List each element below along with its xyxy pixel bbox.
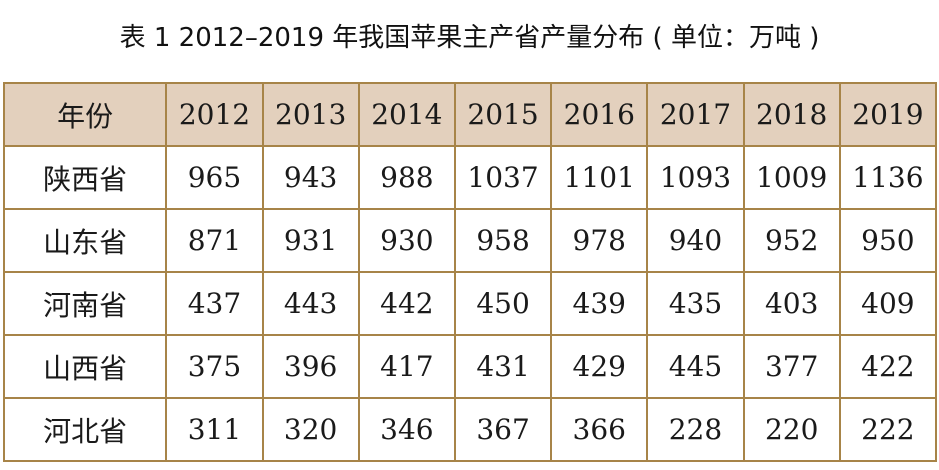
value-cell: 952 — [742, 208, 841, 273]
value-cell: 943 — [261, 145, 360, 210]
header-cell-year-label: 年份 — [2, 82, 168, 147]
value-cell: 1009 — [742, 145, 841, 210]
province-cell: 山西省 — [2, 334, 168, 399]
table-title: 表 1 2012–2019 年我国苹果主产省产量分布 ( 单位：万吨 ) — [119, 23, 820, 53]
value-cell: 958 — [453, 208, 553, 273]
value-cell: 940 — [646, 208, 745, 273]
value-cell: 950 — [838, 208, 938, 273]
value-cell: 396 — [261, 334, 360, 399]
header-cell-year: 2017 — [646, 82, 745, 147]
value-cell: 965 — [165, 145, 264, 210]
value-cell: 366 — [550, 397, 649, 462]
value-cell: 442 — [357, 271, 456, 336]
value-cell: 871 — [165, 208, 264, 273]
value-cell: 222 — [838, 397, 938, 462]
value-cell: 228 — [646, 397, 745, 462]
value-cell: 450 — [453, 271, 553, 336]
header-cell-year: 2016 — [550, 82, 649, 147]
value-cell: 377 — [742, 334, 841, 399]
header-cell-year: 2014 — [357, 82, 456, 147]
value-cell: 978 — [550, 208, 649, 273]
value-cell: 930 — [357, 208, 456, 273]
value-cell: 931 — [261, 208, 360, 273]
value-cell: 1093 — [646, 145, 745, 210]
value-cell: 437 — [165, 271, 264, 336]
value-cell: 403 — [742, 271, 841, 336]
value-cell: 367 — [453, 397, 553, 462]
value-cell: 320 — [261, 397, 360, 462]
header-cell-year: 2012 — [165, 82, 264, 147]
value-cell: 443 — [261, 271, 360, 336]
province-cell: 陕西省 — [2, 145, 168, 210]
value-cell: 988 — [357, 145, 456, 210]
value-cell: 1101 — [550, 145, 649, 210]
header-row: 年份 2012 2013 2014 2015 2016 2017 2018 20… — [2, 82, 938, 147]
value-cell: 311 — [165, 397, 264, 462]
value-cell: 422 — [838, 334, 938, 399]
value-cell: 375 — [165, 334, 264, 399]
value-cell: 1136 — [838, 145, 938, 210]
value-cell: 439 — [550, 271, 649, 336]
header-cell-year: 2015 — [453, 82, 553, 147]
value-cell: 435 — [646, 271, 745, 336]
province-cell: 河北省 — [2, 397, 168, 462]
value-cell: 1037 — [453, 145, 553, 210]
table-row: 山西省 375 396 417 431 429 445 377 422 — [2, 334, 938, 399]
table-row: 河北省 311 320 346 367 366 228 220 222 — [2, 397, 938, 462]
province-cell: 河南省 — [2, 271, 168, 336]
value-cell: 431 — [453, 334, 553, 399]
value-cell: 409 — [838, 271, 938, 336]
header-cell-year: 2018 — [742, 82, 841, 147]
value-cell: 220 — [742, 397, 841, 462]
value-cell: 417 — [357, 334, 456, 399]
value-cell: 445 — [646, 334, 745, 399]
table-row: 河南省 437 443 442 450 439 435 403 409 — [2, 271, 938, 336]
header-cell-year: 2013 — [261, 82, 360, 147]
province-cell: 山东省 — [2, 208, 168, 273]
value-cell: 429 — [550, 334, 649, 399]
header-cell-year: 2019 — [838, 82, 938, 147]
table-row: 陕西省 965 943 988 1037 1101 1093 1009 1136 — [2, 145, 938, 210]
apple-production-table: 年份 2012 2013 2014 2015 2016 2017 2018 20… — [2, 82, 938, 462]
value-cell: 346 — [357, 397, 456, 462]
table-row: 山东省 871 931 930 958 978 940 952 950 — [2, 208, 938, 273]
